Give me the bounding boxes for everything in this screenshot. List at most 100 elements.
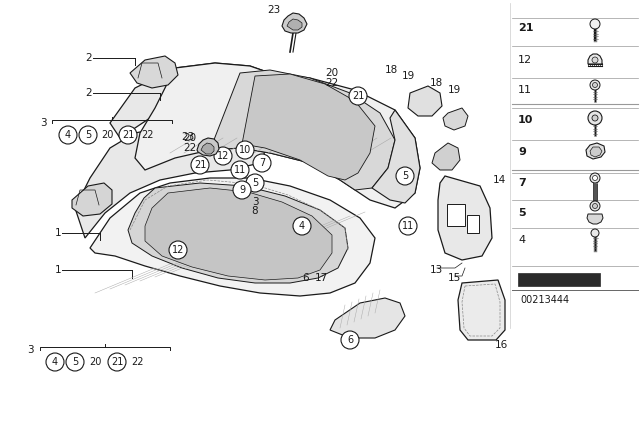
Text: 3: 3: [40, 118, 47, 128]
Circle shape: [590, 80, 600, 90]
Text: 3: 3: [252, 197, 259, 207]
Text: 10: 10: [239, 145, 251, 155]
Polygon shape: [586, 143, 605, 159]
Circle shape: [590, 201, 600, 211]
Text: 21: 21: [352, 91, 364, 101]
Text: 9: 9: [239, 185, 245, 195]
Polygon shape: [242, 74, 375, 180]
Circle shape: [349, 87, 367, 105]
Circle shape: [399, 217, 417, 235]
Text: 1: 1: [55, 228, 61, 238]
Text: 1: 1: [55, 265, 61, 275]
Circle shape: [79, 126, 97, 144]
Text: 23: 23: [267, 5, 280, 15]
Text: 19: 19: [448, 85, 461, 95]
Text: 21: 21: [122, 130, 134, 140]
Circle shape: [593, 82, 598, 87]
Polygon shape: [432, 143, 460, 170]
Circle shape: [588, 111, 602, 125]
Text: 11: 11: [402, 221, 414, 231]
Text: 11: 11: [234, 165, 246, 175]
Text: 6: 6: [347, 335, 353, 345]
Text: 5: 5: [252, 178, 258, 188]
Polygon shape: [110, 63, 280, 138]
Polygon shape: [197, 138, 219, 156]
Text: 21: 21: [194, 160, 206, 170]
Text: 12: 12: [217, 151, 229, 161]
Text: 4: 4: [65, 130, 71, 140]
Polygon shape: [201, 143, 214, 154]
Text: 2: 2: [85, 53, 92, 63]
Circle shape: [593, 176, 598, 181]
Text: 22: 22: [183, 143, 196, 153]
Text: 18: 18: [385, 65, 398, 75]
Polygon shape: [75, 128, 270, 238]
Circle shape: [169, 241, 187, 259]
Circle shape: [396, 167, 414, 185]
Circle shape: [592, 115, 598, 121]
Polygon shape: [145, 188, 332, 280]
Circle shape: [214, 147, 232, 165]
Text: 9: 9: [518, 147, 526, 157]
Text: 4: 4: [518, 235, 525, 245]
Text: 16: 16: [495, 340, 508, 350]
Text: 22: 22: [141, 130, 153, 140]
Circle shape: [590, 19, 600, 29]
Text: 18: 18: [430, 78, 444, 88]
Polygon shape: [588, 54, 602, 64]
Circle shape: [253, 154, 271, 172]
Text: 19: 19: [402, 71, 415, 81]
Text: 20: 20: [325, 68, 338, 78]
Text: 7: 7: [259, 158, 265, 168]
Circle shape: [119, 126, 137, 144]
Polygon shape: [458, 280, 505, 340]
Polygon shape: [590, 147, 602, 157]
Text: 20: 20: [101, 130, 113, 140]
Text: 15: 15: [448, 273, 461, 283]
Polygon shape: [587, 214, 603, 224]
Polygon shape: [330, 298, 405, 338]
Bar: [447, 204, 465, 226]
Text: 00213444: 00213444: [520, 295, 569, 305]
Text: 14: 14: [493, 175, 506, 185]
Polygon shape: [135, 63, 420, 208]
Text: 12: 12: [518, 55, 532, 65]
Text: 5: 5: [518, 208, 525, 218]
Polygon shape: [438, 176, 492, 260]
Text: 11: 11: [518, 85, 532, 95]
Circle shape: [593, 203, 598, 208]
Text: 21: 21: [111, 357, 123, 367]
Circle shape: [293, 217, 311, 235]
Circle shape: [592, 57, 598, 63]
Circle shape: [590, 173, 600, 183]
Text: 13: 13: [430, 265, 444, 275]
Polygon shape: [408, 86, 442, 116]
Circle shape: [108, 353, 126, 371]
Text: 23: 23: [182, 132, 195, 142]
Text: 5: 5: [85, 130, 91, 140]
Text: 8: 8: [252, 206, 259, 216]
Polygon shape: [72, 183, 112, 216]
Text: 3: 3: [27, 345, 34, 355]
Text: 10: 10: [518, 115, 533, 125]
Polygon shape: [282, 13, 307, 33]
Circle shape: [231, 161, 249, 179]
Bar: [467, 215, 479, 233]
Circle shape: [59, 126, 77, 144]
Text: 20: 20: [183, 133, 196, 143]
Polygon shape: [128, 183, 348, 283]
Polygon shape: [518, 273, 600, 286]
Text: 5: 5: [402, 171, 408, 181]
Text: 4: 4: [299, 221, 305, 231]
Text: 21: 21: [518, 23, 534, 33]
Text: 6: 6: [302, 273, 308, 283]
Text: 22: 22: [325, 78, 339, 88]
Circle shape: [46, 353, 64, 371]
Text: 2: 2: [85, 88, 92, 98]
Polygon shape: [90, 178, 375, 296]
Circle shape: [191, 156, 209, 174]
Circle shape: [236, 141, 254, 159]
Text: 7: 7: [518, 178, 525, 188]
Polygon shape: [210, 70, 395, 190]
Text: 20: 20: [89, 357, 101, 367]
